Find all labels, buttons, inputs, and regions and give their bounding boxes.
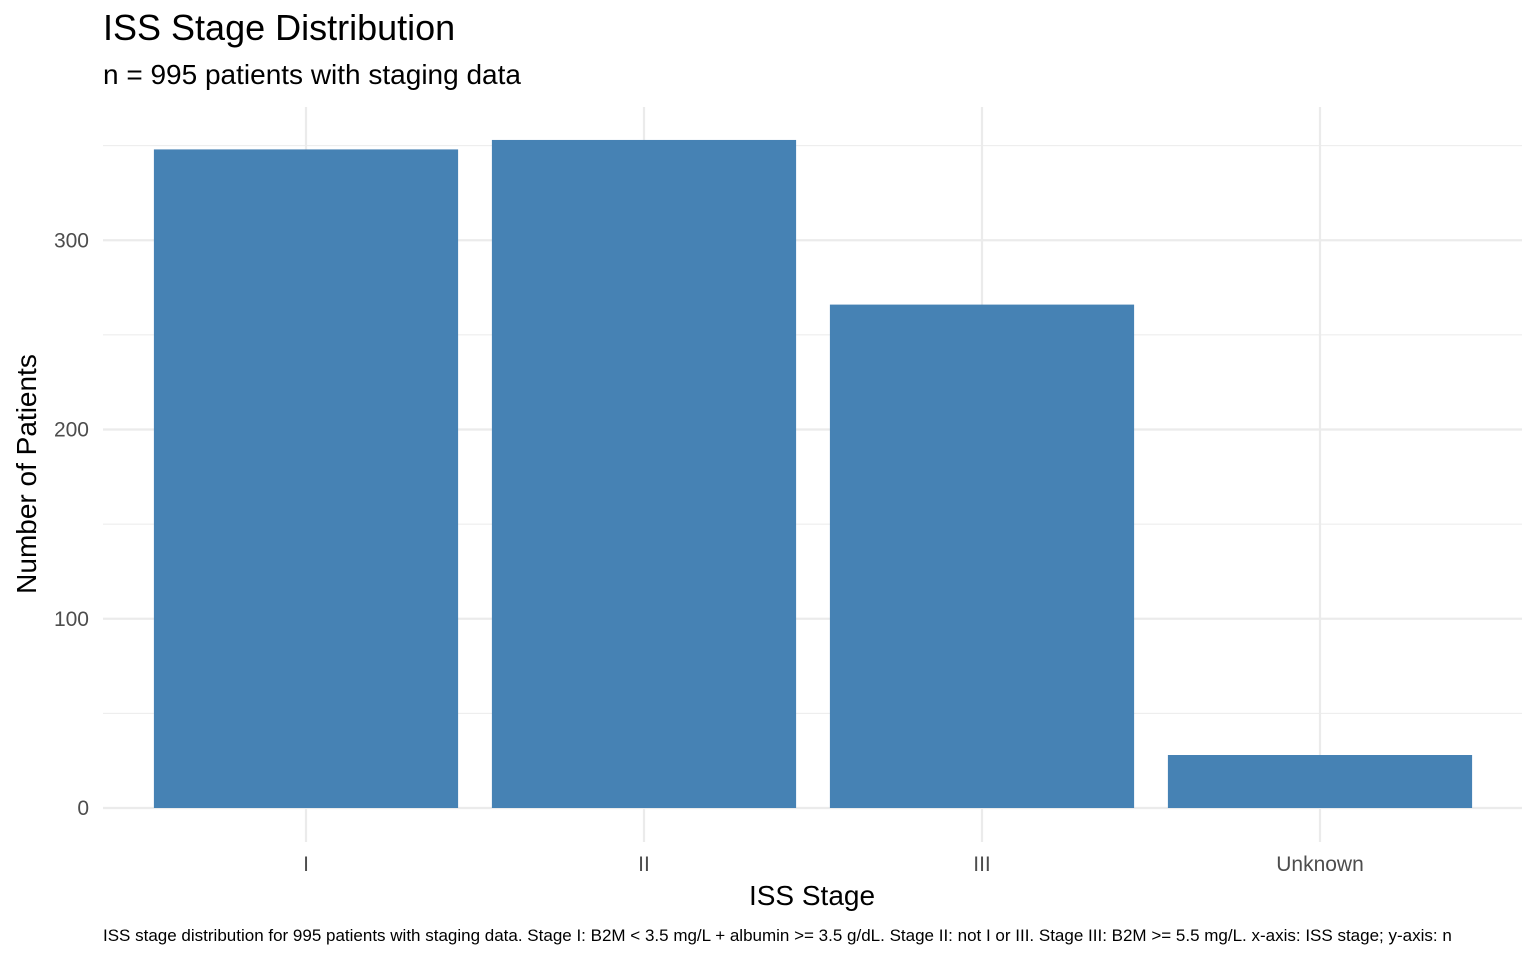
chart-title: ISS Stage Distribution bbox=[103, 7, 455, 48]
bar-ii bbox=[491, 139, 797, 808]
y-tick-label: 200 bbox=[54, 419, 89, 442]
bar-unknown bbox=[1167, 755, 1473, 808]
bar-iii bbox=[829, 304, 1135, 808]
y-tick-label: 300 bbox=[54, 229, 89, 252]
y-tick-labels: 0 100 200 300 bbox=[54, 229, 89, 820]
bar-i bbox=[153, 149, 459, 808]
bars bbox=[153, 139, 1473, 808]
y-tick-label: 100 bbox=[54, 608, 89, 631]
chart-caption: ISS stage distribution for 995 patients … bbox=[103, 926, 1452, 945]
x-tick-label: III bbox=[973, 853, 991, 876]
chart-subtitle: n = 995 patients with staging data bbox=[103, 59, 521, 90]
y-tick-label: 0 bbox=[77, 797, 89, 820]
x-tick-label: Unknown bbox=[1276, 853, 1364, 876]
x-tick-labels: I II III Unknown bbox=[303, 853, 1364, 876]
x-tick-label: II bbox=[638, 853, 650, 876]
x-tick-label: I bbox=[303, 853, 309, 876]
x-axis-title: ISS Stage bbox=[749, 880, 875, 911]
y-axis-title: Number of Patients bbox=[11, 354, 42, 594]
